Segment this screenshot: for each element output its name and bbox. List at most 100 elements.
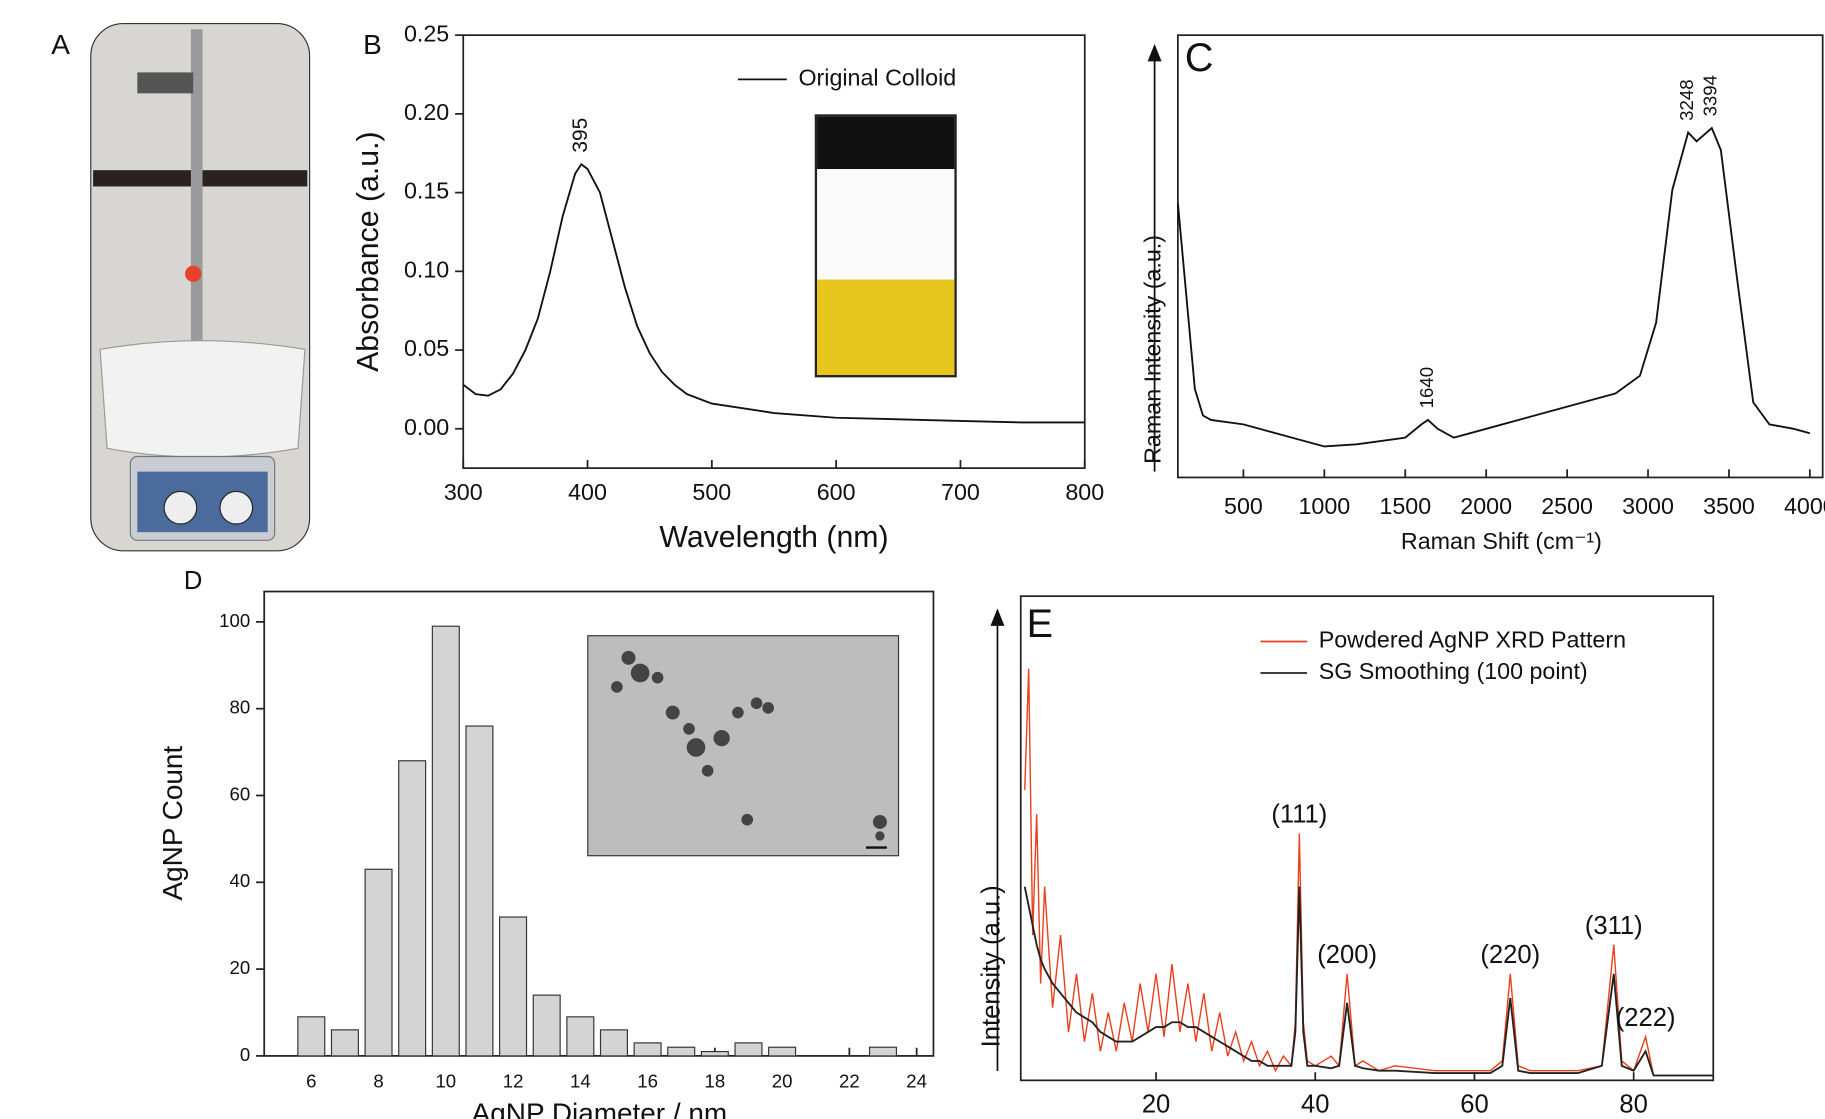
x-tick-label: 40 (1301, 1091, 1329, 1119)
bar (566, 1016, 595, 1057)
bar (431, 625, 460, 1057)
photo-bowl (99, 340, 306, 458)
series-line (1024, 668, 1714, 1077)
x-tick-label: 4000 (1784, 493, 1825, 519)
panel-label: D (184, 567, 202, 595)
annotation: 3248 (1676, 79, 1697, 120)
y-tick-label: 0 (240, 1044, 250, 1065)
legend-label: Powdered AgNP XRD Pattern (1319, 627, 1626, 653)
inset-vial (814, 114, 957, 378)
plot-frame (1019, 595, 1715, 1082)
x-tick-label: 600 (817, 479, 856, 505)
y-tick-label: 80 (230, 697, 251, 718)
vial-liquid (817, 279, 955, 376)
panel-label: A (51, 29, 70, 60)
vial-cap (817, 116, 955, 170)
x-axis-label: AgNP Diameter / nm (472, 1098, 728, 1119)
x-tick-label: 500 (692, 479, 731, 505)
y-tick-label: 0.00 (404, 414, 449, 440)
photo-knob (219, 490, 254, 525)
x-tick-label: 400 (568, 479, 607, 505)
photo-clamp (137, 72, 194, 94)
x-tick-label: 12 (503, 1071, 524, 1092)
photo-column (190, 29, 203, 379)
bar (398, 760, 427, 1057)
x-tick-label: 8 (373, 1071, 383, 1092)
legend-label: Original Colloid (798, 65, 956, 91)
plot-frame (263, 590, 935, 1057)
y-tick-label: 0.10 (404, 256, 449, 282)
x-tick-label: 10 (435, 1071, 456, 1092)
annotation: 1640 (1416, 367, 1437, 408)
y-tick-label: 100 (219, 610, 250, 631)
bar (532, 994, 561, 1057)
y-axis-label: Absorbance (a.u.) (352, 131, 385, 371)
x-tick-label: 3000 (1622, 493, 1674, 519)
bar (700, 1050, 729, 1057)
bar (734, 1042, 763, 1057)
plot-frame (1176, 34, 1824, 479)
y-tick-label: 60 (230, 783, 251, 804)
annotation: (222) (1616, 1004, 1676, 1032)
x-tick-label: 2500 (1541, 493, 1593, 519)
x-tick-label: 500 (1224, 493, 1263, 519)
y-axis-label: Intensity (a.u.) (978, 885, 1006, 1047)
bar (364, 868, 393, 1057)
x-tick-label: 22 (839, 1071, 860, 1092)
x-tick-label: 3500 (1703, 493, 1755, 519)
bar (330, 1029, 359, 1057)
annotation: (200) (1317, 941, 1377, 969)
bar (297, 1016, 326, 1057)
annotation: (311) (1585, 912, 1643, 940)
panel-label: C (1185, 36, 1214, 80)
panel-label: E (1027, 602, 1053, 646)
photo-stopcock (185, 265, 202, 282)
x-tick-label: 2000 (1460, 493, 1512, 519)
x-tick-label: 1000 (1298, 493, 1350, 519)
bar (868, 1046, 898, 1057)
y-tick-label: 40 (230, 870, 251, 891)
annotation: 395 (569, 118, 592, 153)
photo-a: A (51, 22, 311, 552)
bar (599, 1029, 628, 1057)
series-line (1176, 126, 1811, 448)
bar (633, 1042, 662, 1057)
y-axis-label: AgNP Count (157, 746, 188, 901)
x-axis-label: Raman Shift (cm⁻¹) (1401, 528, 1602, 554)
y-tick-label: 0.20 (404, 99, 449, 125)
legend-label: SG Smoothing (100 point) (1319, 658, 1588, 684)
x-tick-label: 16 (637, 1071, 658, 1092)
y-tick-label: 0.15 (404, 178, 449, 204)
bar (465, 725, 494, 1057)
y-axis-label: Raman Intensity (a.u.) (1140, 235, 1166, 464)
photo-knob (163, 490, 198, 525)
x-tick-label: 14 (570, 1071, 591, 1092)
x-tick-label: 1500 (1379, 493, 1431, 519)
panel-label: B (363, 29, 382, 60)
x-tick-label: 60 (1460, 1091, 1488, 1119)
x-tick-label: 300 (444, 479, 483, 505)
x-tick-label: 18 (705, 1071, 726, 1092)
x-tick-label: 24 (906, 1071, 927, 1092)
annotation: 3394 (1700, 75, 1721, 116)
x-tick-label: 20 (1142, 1091, 1170, 1119)
bar (667, 1046, 696, 1057)
x-tick-label: 20 (772, 1071, 793, 1092)
x-tick-label: 800 (1065, 479, 1104, 505)
x-axis-label: Wavelength (nm) (659, 521, 888, 554)
x-tick-label: 700 (941, 479, 980, 505)
y-tick-label: 20 (230, 957, 251, 978)
bar (499, 916, 528, 1057)
annotation: (220) (1480, 941, 1540, 969)
bar (768, 1046, 797, 1057)
x-tick-label: 80 (1619, 1091, 1647, 1119)
plot-frame (462, 34, 1086, 470)
y-tick-label: 0.25 (404, 20, 449, 46)
inset-tem (587, 635, 900, 857)
x-tick-label: 6 (306, 1071, 316, 1092)
annotation: (111) (1271, 801, 1327, 829)
series-line (1023, 886, 1714, 1077)
y-tick-label: 0.05 (404, 335, 449, 361)
